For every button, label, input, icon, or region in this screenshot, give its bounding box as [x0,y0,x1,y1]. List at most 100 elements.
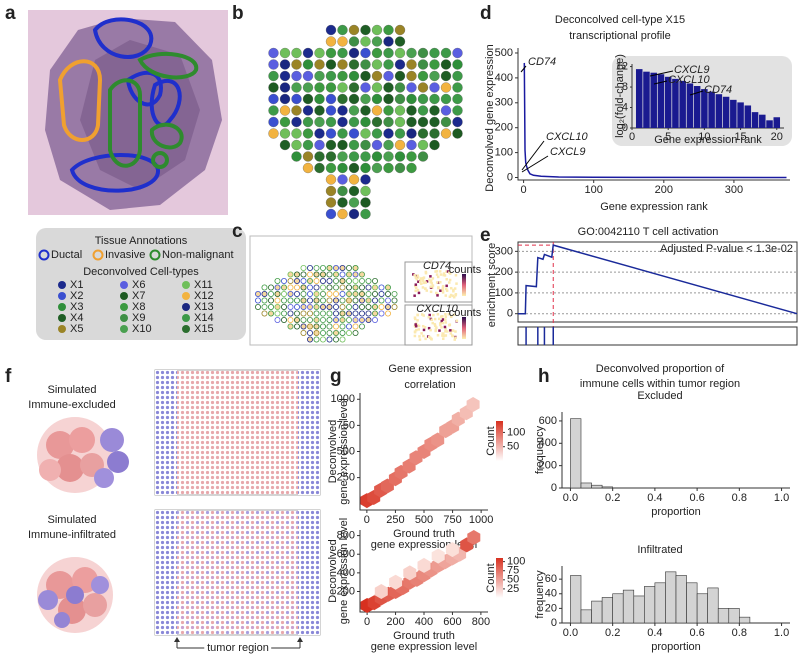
y-axis-label: log₂(fold-change) [614,54,626,138]
x-tick-label: 600 [443,616,461,628]
spot [287,310,294,317]
panel-label: d [480,3,492,24]
spot [371,284,378,291]
heat-cell [413,330,417,333]
panel-label: c [232,221,243,242]
bar [591,484,603,489]
axis-label: tumor region [207,642,269,654]
spot [306,310,313,317]
spot [268,93,279,105]
x-tick-label: 0.6 [689,492,704,504]
legend-entry: X11 [194,279,213,291]
spot [293,303,300,310]
heat-cell [431,284,435,287]
spot [314,93,325,105]
ductal-outline [149,78,182,128]
spot [440,116,452,128]
spot [383,105,394,116]
spot [326,329,333,336]
spot [314,82,325,93]
spot [291,59,302,70]
bar [686,83,694,128]
spot [406,105,417,116]
heat-cell [436,313,440,316]
spot [302,59,314,70]
spot [384,310,391,317]
spot [300,277,307,284]
spot [306,316,313,323]
y-tick-label: 600 [337,548,355,560]
spot [302,151,314,162]
legend-entry: X6 [132,279,145,291]
spot [287,284,294,291]
y-axis-label: Deconvolved gene expression [484,44,496,191]
spot [337,185,348,197]
spot [300,271,307,278]
spot [313,290,320,297]
spot [440,128,452,139]
spot [429,82,440,93]
panel-label: e [480,225,491,246]
legend-swatch [182,314,190,322]
spot [440,82,452,93]
spot [339,303,346,310]
colorbar-tick-label: 100 [507,556,525,568]
heat-cell [418,338,422,341]
spot [440,93,452,105]
spot [332,303,339,310]
spot [394,105,406,116]
panel-title: correlation [404,379,455,391]
heat-cell [417,324,421,328]
heat-cell [451,329,455,332]
spot [293,297,300,304]
y-axis-label: Deconvolved [327,420,339,484]
colorbar-label: Count [485,426,497,455]
spot [360,197,371,208]
spot [348,93,360,105]
spot [302,162,314,174]
heat-cell [429,279,433,282]
legend-entry: X15 [194,323,214,335]
spot [325,162,337,174]
bar [701,89,708,128]
spot [319,290,326,297]
spot [268,47,279,59]
bar [739,616,751,624]
spot [440,59,452,70]
spot [325,24,337,36]
spot [279,93,291,105]
spot [348,24,360,36]
spot [371,116,383,128]
spot [452,116,463,128]
spot [332,290,339,297]
spot [287,316,294,323]
gene-annotation: CXCL10 [668,74,710,86]
spot [394,116,406,128]
spot [352,316,359,323]
heat-cell [441,291,445,294]
spot [348,151,360,162]
spot [326,277,333,284]
heat-cell [429,290,433,294]
spot [365,303,372,310]
legend-entry: Ductal [51,249,82,261]
spot [378,310,385,317]
spot [348,162,360,174]
spot [314,47,325,59]
y-axis-label: enrichment score [486,243,498,327]
spot [345,303,352,310]
spot [365,284,372,291]
spot [267,290,274,297]
y-axis-label: gene expression level [338,398,350,504]
bar [708,91,715,128]
axis-line [517,48,790,181]
spot [325,208,337,220]
spot [371,303,378,310]
heat-cell [450,315,453,319]
spot [358,316,365,323]
spot [287,297,294,304]
heat-cell [422,314,425,317]
y-tick-label: 200 [337,585,355,597]
heat-cell [423,326,427,329]
spot [452,82,463,93]
